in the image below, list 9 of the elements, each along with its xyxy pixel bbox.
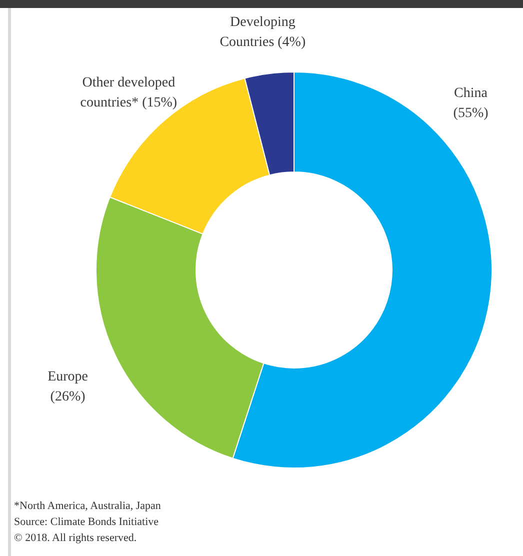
- slice-label: Other developed countries* (15%): [80, 75, 178, 110]
- data-label: (55%): [453, 106, 489, 122]
- slice-label: Developing Countries (4%): [220, 14, 306, 50]
- slice-label: China: [454, 86, 488, 102]
- slice-label: Europe: [48, 369, 88, 384]
- text: © 2018. All rights reserved.: [14, 532, 137, 544]
- source-note: Source: Climate Bonds Initiative: [14, 516, 159, 528]
- data-label: (26%): [50, 389, 86, 404]
- text: *North America, Australia, Japan: [14, 500, 162, 512]
